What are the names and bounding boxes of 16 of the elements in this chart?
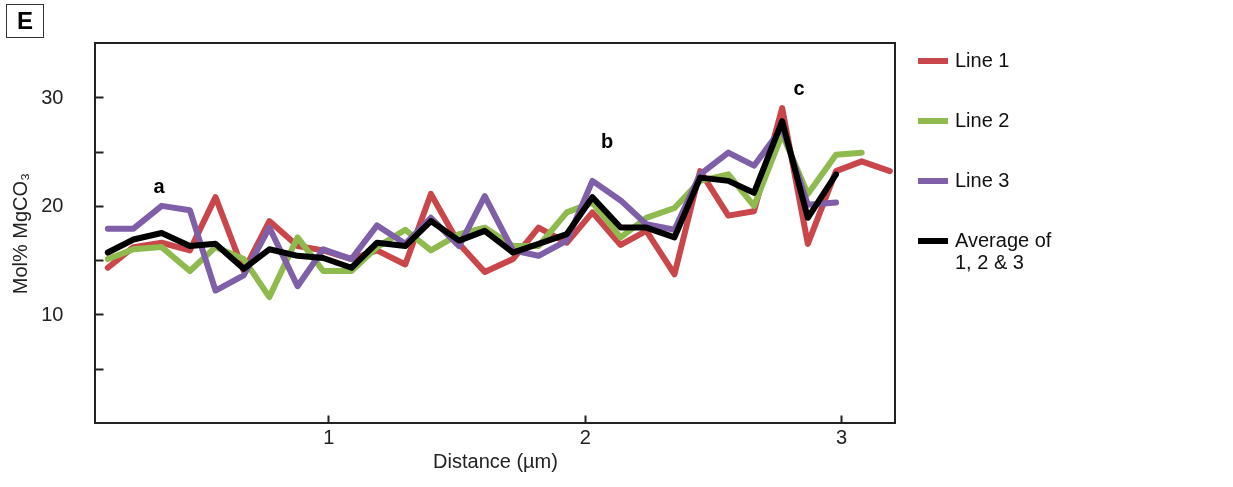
x-tick-label: 3 bbox=[836, 425, 848, 448]
y-tick-label: 20 bbox=[41, 194, 64, 217]
legend-label: Line 2 bbox=[955, 109, 1010, 131]
legend-label: Line 3 bbox=[955, 169, 1010, 191]
chart-title: E bbox=[6, 4, 45, 38]
annotation: a bbox=[153, 175, 166, 198]
annotation: b bbox=[600, 129, 614, 152]
x-tick-label: 2 bbox=[579, 425, 591, 448]
y-tick-label: 10 bbox=[41, 302, 64, 325]
y-axis-title: Mol% MgCO₃ bbox=[9, 172, 32, 295]
x-tick-label: 1 bbox=[323, 425, 335, 448]
annotation: c bbox=[793, 76, 805, 99]
legend-label: Average of 1, 2 & 3 bbox=[955, 229, 1052, 273]
legend-label: Line 1 bbox=[955, 49, 1010, 71]
y-tick-label: 30 bbox=[41, 85, 64, 108]
x-axis-title: Distance (µm) bbox=[433, 449, 558, 472]
